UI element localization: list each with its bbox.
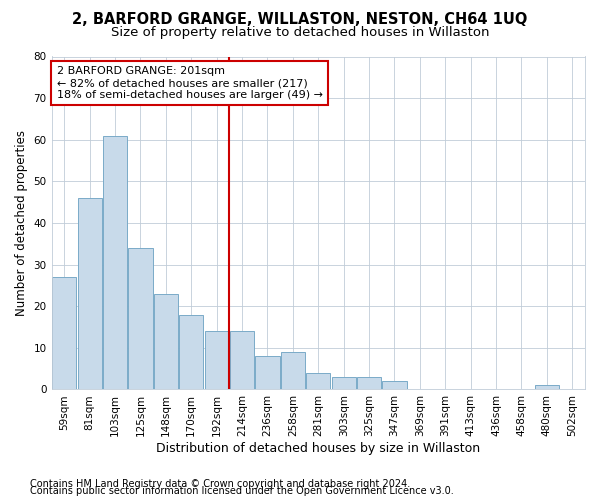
Bar xyxy=(230,331,254,390)
Bar xyxy=(306,373,331,390)
Bar xyxy=(205,331,229,390)
Bar xyxy=(77,198,102,390)
Text: 2, BARFORD GRANGE, WILLASTON, NESTON, CH64 1UQ: 2, BARFORD GRANGE, WILLASTON, NESTON, CH… xyxy=(73,12,527,28)
Bar xyxy=(179,314,203,390)
Y-axis label: Number of detached properties: Number of detached properties xyxy=(15,130,28,316)
Bar xyxy=(52,277,76,390)
Bar xyxy=(357,377,381,390)
X-axis label: Distribution of detached houses by size in Willaston: Distribution of detached houses by size … xyxy=(156,442,481,455)
Bar xyxy=(128,248,152,390)
Bar xyxy=(154,294,178,390)
Text: 2 BARFORD GRANGE: 201sqm
← 82% of detached houses are smaller (217)
18% of semi-: 2 BARFORD GRANGE: 201sqm ← 82% of detach… xyxy=(57,66,323,100)
Bar xyxy=(256,356,280,390)
Bar xyxy=(281,352,305,390)
Text: Contains HM Land Registry data © Crown copyright and database right 2024.: Contains HM Land Registry data © Crown c… xyxy=(30,479,410,489)
Bar xyxy=(382,381,407,390)
Bar xyxy=(535,386,559,390)
Bar xyxy=(103,136,127,390)
Bar xyxy=(332,377,356,390)
Text: Size of property relative to detached houses in Willaston: Size of property relative to detached ho… xyxy=(111,26,489,39)
Text: Contains public sector information licensed under the Open Government Licence v3: Contains public sector information licen… xyxy=(30,486,454,496)
